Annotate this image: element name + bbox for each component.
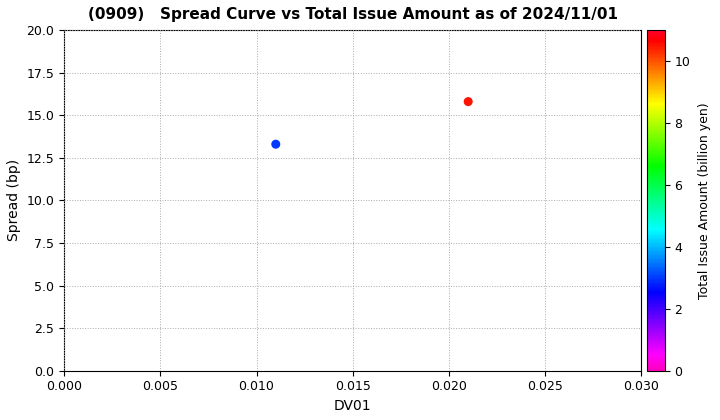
X-axis label: DV01: DV01 — [334, 399, 372, 413]
Y-axis label: Total Issue Amount (billion yen): Total Issue Amount (billion yen) — [698, 102, 711, 299]
Point — [462, 98, 474, 105]
Y-axis label: Spread (bp): Spread (bp) — [7, 159, 21, 242]
Point — [270, 141, 282, 147]
Title: (0909)   Spread Curve vs Total Issue Amount as of 2024/11/01: (0909) Spread Curve vs Total Issue Amoun… — [88, 7, 618, 22]
